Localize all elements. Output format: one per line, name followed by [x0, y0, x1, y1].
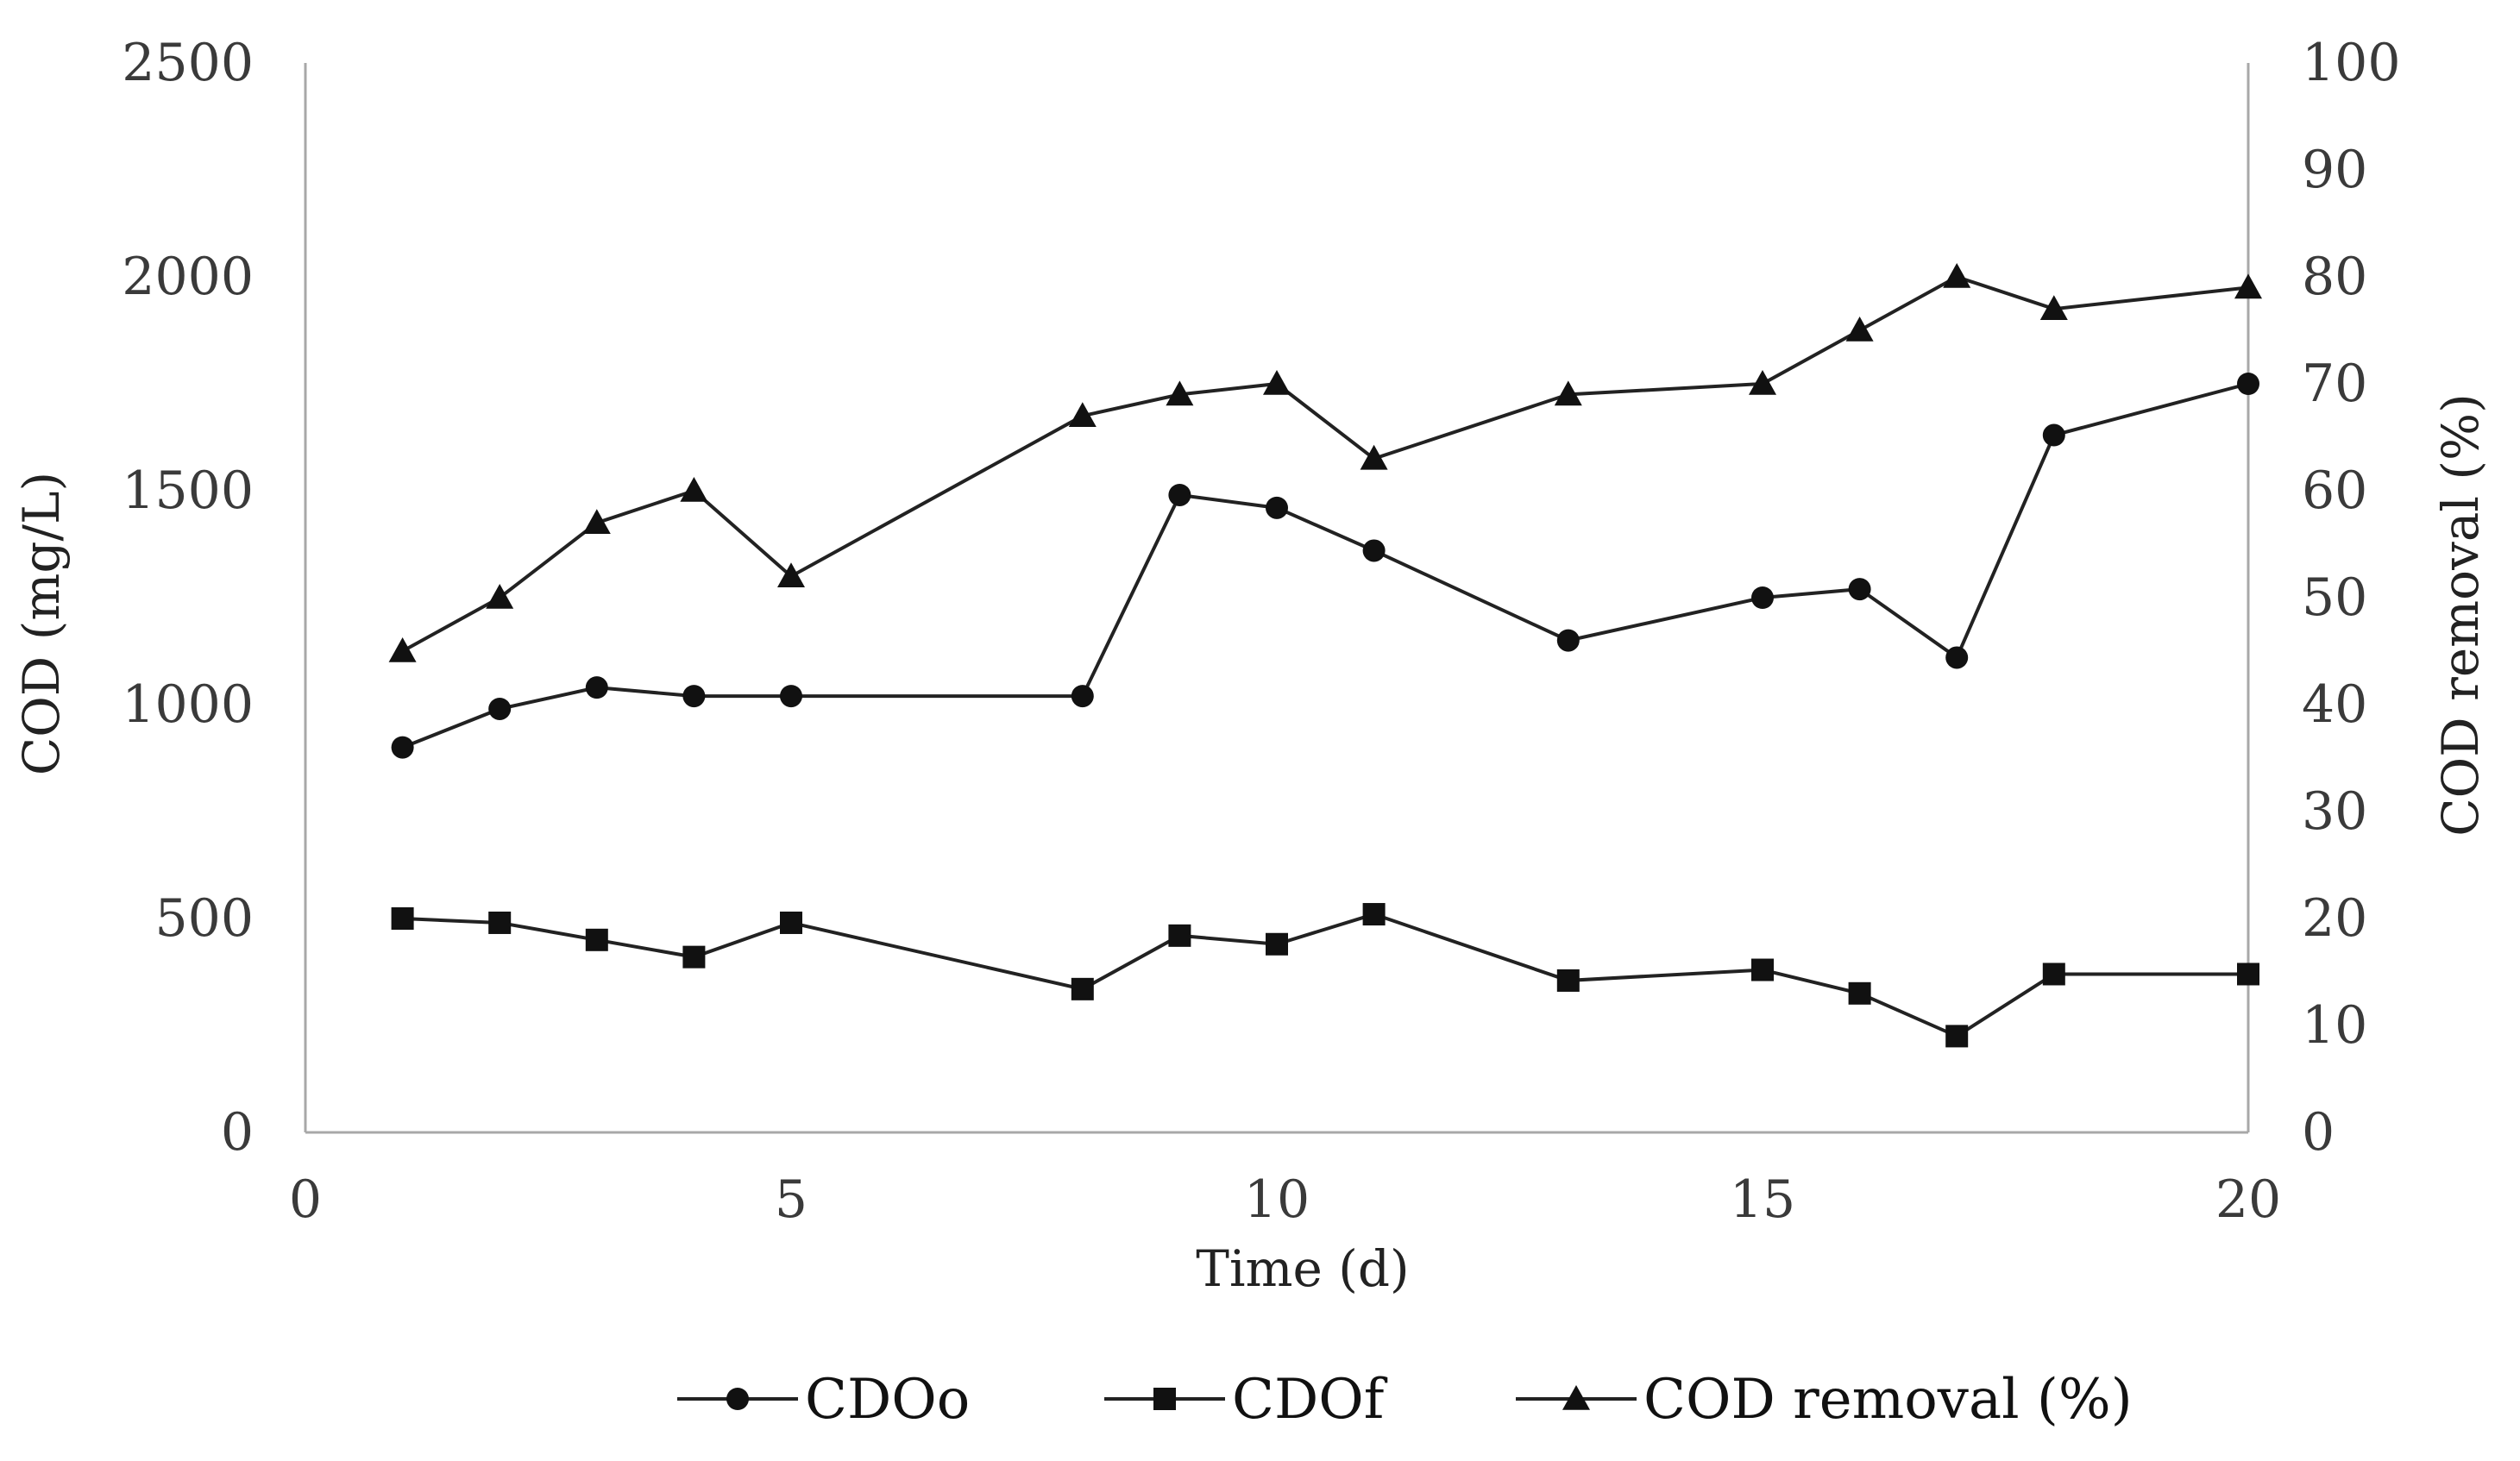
data-point-cdof — [488, 911, 512, 934]
y-left-tick-label: 1500 — [122, 461, 254, 521]
y-left-tick-label: 500 — [154, 888, 254, 949]
data-point-cod-removal — [1943, 263, 1971, 288]
data-point-cdof — [682, 945, 706, 969]
y-right-tick-label: 100 — [2302, 33, 2401, 93]
data-point-cdoo — [1362, 539, 1386, 562]
y-left-axis-title: COD (mg/L) — [12, 472, 71, 775]
data-point-cod-removal — [680, 477, 708, 502]
data-point-cod-removal — [2234, 273, 2262, 299]
data-point-cdof — [1071, 977, 1094, 1000]
chart-axes — [304, 63, 2250, 1134]
y-right-tick-label: 80 — [2302, 247, 2367, 307]
x-tick-label: 20 — [2215, 1169, 2281, 1230]
y-right-axis-title: COD removal (%) — [2431, 393, 2490, 837]
series-layer — [388, 263, 2262, 1048]
x-tick-label: 5 — [775, 1169, 808, 1230]
series-cdoo — [391, 373, 2259, 759]
data-point-cdoo — [1556, 629, 1580, 652]
data-point-cdoo — [2237, 373, 2259, 395]
data-point-cod-removal — [1360, 444, 1388, 470]
y-left-tick-label: 0 — [221, 1102, 254, 1163]
data-point-cod-removal — [1166, 380, 1194, 406]
data-point-cdoo — [1168, 483, 1191, 506]
legend-label-cdoo: CDOo — [805, 1368, 970, 1432]
data-point-cdof — [1848, 981, 1871, 1005]
data-point-cod-removal — [777, 562, 805, 587]
series-line-cod-removal — [401, 274, 2249, 653]
series-line-cdof — [402, 912, 2248, 1038]
data-point-cod-removal — [486, 584, 514, 609]
data-point-cdoo — [391, 736, 414, 759]
legend-item-cod-removal: COD removal (%) — [1516, 1368, 2133, 1432]
y-right-tick-label: 90 — [2302, 140, 2367, 200]
legend: CDOo CDOf COD removal (%) — [677, 1368, 2133, 1432]
data-point-cdof — [1945, 1025, 1969, 1048]
data-point-cdoo — [1945, 646, 1969, 669]
y-left-tick-label: 1000 — [122, 674, 254, 735]
data-point-cdof — [780, 911, 802, 934]
series-cod-removal — [388, 263, 2262, 662]
y-right-tick-label: 60 — [2302, 461, 2367, 521]
y-right-tick-label: 20 — [2302, 888, 2367, 949]
x-tick-label: 10 — [1244, 1169, 1310, 1230]
legend-marker-cdof — [1153, 1388, 1176, 1410]
data-point-cdof — [391, 907, 414, 930]
legend-item-cdof: CDOf — [1104, 1368, 1388, 1432]
data-point-cdof — [2237, 963, 2259, 986]
data-point-cdoo — [488, 697, 512, 720]
tick-labels: 0 5 10 15 20 0 500 1000 1500 2000 2500 0 10 20 30 40 50 6… — [122, 33, 2400, 1230]
data-point-cod-removal — [582, 509, 611, 534]
data-point-cdof — [1168, 924, 1191, 947]
y-right-tick-label: 70 — [2302, 354, 2367, 414]
legend-label-cod-removal: COD removal (%) — [1643, 1368, 2133, 1432]
legend-label-cdof: CDOf — [1232, 1368, 1388, 1432]
data-point-cod-removal — [1554, 380, 1582, 406]
data-point-cdoo — [780, 685, 802, 708]
y-left-tick-label: 2000 — [122, 247, 254, 307]
data-point-cdof — [585, 928, 608, 951]
data-point-cod-removal — [388, 637, 417, 662]
data-point-cod-removal — [2039, 295, 2068, 320]
data-point-cdof — [1556, 969, 1580, 992]
data-point-cod-removal — [1263, 370, 1291, 395]
y-right-tick-label: 40 — [2302, 674, 2367, 735]
data-point-cod-removal — [1749, 370, 1776, 395]
y-right-tick-label: 30 — [2302, 781, 2367, 842]
data-point-cod-removal — [1845, 317, 1874, 342]
data-point-cdoo — [1751, 586, 1774, 609]
series-cdof — [391, 903, 2259, 1048]
y-right-tick-label: 10 — [2302, 995, 2367, 1056]
series-line-cdoo — [401, 382, 2249, 749]
legend-item-cdoo: CDOo — [677, 1368, 970, 1432]
y-left-tick-label: 2500 — [122, 33, 254, 93]
data-point-cdoo — [2042, 423, 2065, 447]
data-point-cdof — [1362, 903, 1386, 926]
x-axis-title: Time (d) — [1196, 1239, 1409, 1298]
y-right-tick-label: 0 — [2302, 1102, 2335, 1163]
data-point-cdof — [1266, 932, 1288, 956]
data-point-cdoo — [1848, 578, 1871, 601]
legend-marker-cdoo — [726, 1388, 749, 1410]
data-point-cdoo — [682, 685, 706, 708]
data-point-cdoo — [1266, 496, 1288, 519]
x-tick-label: 0 — [289, 1169, 322, 1230]
data-point-cdoo — [1071, 685, 1094, 708]
y-right-tick-label: 50 — [2302, 567, 2367, 628]
data-point-cod-removal — [1068, 402, 1097, 427]
legend-marker-cod-removal — [1562, 1385, 1590, 1410]
x-tick-label: 15 — [1730, 1169, 1795, 1230]
data-point-cdof — [2042, 963, 2065, 986]
data-point-cdof — [1751, 958, 1774, 981]
data-point-cdoo — [585, 676, 608, 699]
